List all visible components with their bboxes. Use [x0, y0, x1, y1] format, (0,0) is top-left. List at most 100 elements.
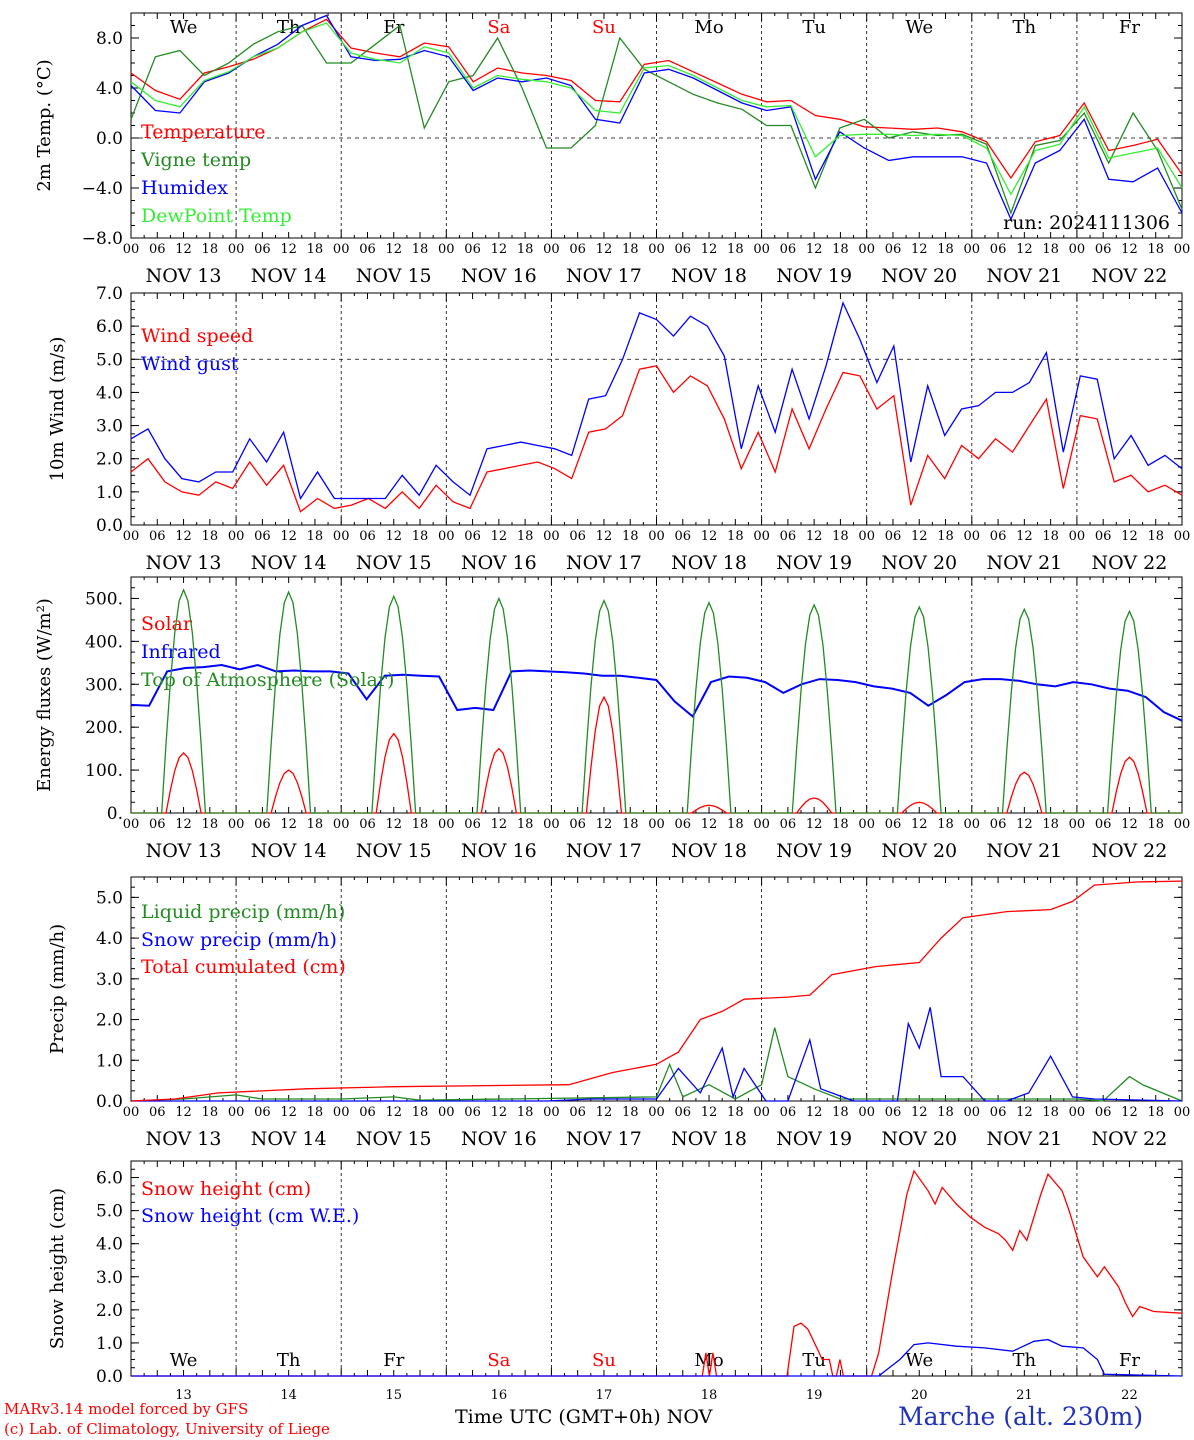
series-line-infrared [130, 663, 1183, 722]
date-label: NOV 15 [356, 552, 432, 574]
legend-entry: Solar [141, 613, 193, 635]
weekday-label: Mo [694, 17, 723, 38]
hour-label: 06 [359, 1105, 376, 1120]
date-label: NOV 20 [881, 265, 957, 287]
y-axis-label: Precip (mm/h) [47, 924, 68, 1054]
hour-label: 06 [780, 242, 797, 257]
y-tick-label: 0.0 [96, 1092, 123, 1112]
hour-label: 18 [832, 817, 849, 832]
y-tick-label: 4.0 [96, 1235, 123, 1255]
hour-label: 12 [1016, 529, 1033, 544]
hour-label: 06 [569, 817, 586, 832]
y-tick-label: 4.0 [96, 383, 123, 403]
date-label: NOV 19 [776, 552, 852, 574]
legend-entry: Infrared [141, 641, 221, 663]
y-tick-label: 8.0 [96, 29, 123, 49]
hour-label: 06 [885, 817, 902, 832]
series-line-snow-precip-mm-h- [131, 1007, 1183, 1102]
series-line-liquid-precip-mm-h- [130, 1027, 1183, 1102]
hour-label: 18 [832, 242, 849, 257]
hour-label: 00 [123, 817, 140, 832]
hour-label: 12 [175, 817, 192, 832]
hour-label: 18 [937, 1105, 954, 1120]
hour-label: 18 [412, 817, 429, 832]
hour-label: 12 [911, 817, 928, 832]
weekday-label: Th [1013, 1350, 1037, 1371]
hour-label: 12 [385, 1105, 402, 1120]
weekday-label: Th [1013, 17, 1037, 38]
hour-label: 06 [1095, 1105, 1112, 1120]
legend-entry: Wind speed [141, 325, 253, 347]
hour-label: 00 [333, 242, 350, 257]
hour-label: 12 [491, 1105, 508, 1120]
hour-label: 18 [937, 529, 954, 544]
hour-label: 18 [412, 242, 429, 257]
hour-label: 00 [648, 817, 665, 832]
date-label: NOV 20 [881, 840, 957, 862]
legend-entry: Vigne temp [140, 149, 251, 171]
y-tick-label: 0. [107, 804, 123, 824]
hour-label: 06 [569, 1105, 586, 1120]
hour-label: 06 [149, 1105, 166, 1120]
hour-label: 00 [543, 529, 560, 544]
date-label: NOV 20 [881, 1128, 957, 1150]
hour-label: 00 [438, 242, 455, 257]
hour-label: 00 [753, 242, 770, 257]
hour-label: 18 [1042, 529, 1059, 544]
hour-label: 12 [280, 242, 297, 257]
hour-label: 00 [858, 817, 875, 832]
weekday-label: Th [277, 17, 301, 38]
legend-entry: Temperature [141, 121, 265, 143]
date-label: NOV 19 [776, 840, 852, 862]
hour-label: 12 [806, 1105, 823, 1120]
date-label: NOV 22 [1092, 552, 1168, 574]
hour-label: 18 [622, 529, 639, 544]
hour-label: 00 [123, 1105, 140, 1120]
day-number-label: 17 [596, 1388, 613, 1403]
hour-label: 06 [885, 242, 902, 257]
hour-label: 12 [175, 242, 192, 257]
legend-entry: Liquid precip (mm/h) [141, 901, 345, 923]
date-label: NOV 15 [356, 265, 432, 287]
date-label: NOV 17 [566, 552, 642, 574]
date-label: NOV 21 [986, 840, 1062, 862]
weekday-label: Fr [383, 1350, 404, 1371]
hour-label: 00 [964, 1105, 981, 1120]
hour-label: 12 [1121, 817, 1138, 832]
hour-label: 12 [1121, 242, 1138, 257]
weekday-label: Fr [1119, 1350, 1140, 1371]
day-number-label: 19 [806, 1388, 823, 1403]
hour-label: 00 [333, 529, 350, 544]
date-label: NOV 13 [146, 1128, 222, 1150]
legend-entry: Snow height (cm) [141, 1178, 311, 1200]
hour-label: 12 [911, 529, 928, 544]
legend-entry: DewPoint Temp [141, 205, 292, 227]
hour-label: 06 [780, 529, 797, 544]
hour-label: 06 [149, 242, 166, 257]
hour-label: 00 [753, 1105, 770, 1120]
day-number-label: 22 [1121, 1388, 1138, 1403]
hour-label: 18 [307, 242, 324, 257]
hour-label: 00 [1174, 1105, 1191, 1120]
hour-label: 06 [990, 817, 1007, 832]
x-axis-title: Time UTC (GMT+0h) [455, 1406, 661, 1428]
hour-label: 00 [438, 529, 455, 544]
y-tick-label: 0.0 [96, 516, 123, 536]
hour-label: 12 [280, 1105, 297, 1120]
hour-label: 12 [280, 529, 297, 544]
hour-label: 12 [806, 817, 823, 832]
hour-label: 06 [254, 242, 271, 257]
hour-label: 00 [964, 242, 981, 257]
hour-label: 18 [727, 1105, 744, 1120]
date-label: NOV 14 [251, 265, 327, 287]
hour-label: 00 [1174, 817, 1191, 832]
series-line-humidex [130, 14, 1183, 221]
hour-label: 12 [701, 817, 718, 832]
y-tick-label: 400. [85, 632, 123, 652]
hour-label: 06 [254, 529, 271, 544]
weekday-label: Sa [487, 17, 510, 38]
hour-label: 06 [149, 529, 166, 544]
hour-label: 18 [202, 529, 219, 544]
hour-label: 00 [333, 1105, 350, 1120]
date-label: NOV 18 [671, 552, 747, 574]
